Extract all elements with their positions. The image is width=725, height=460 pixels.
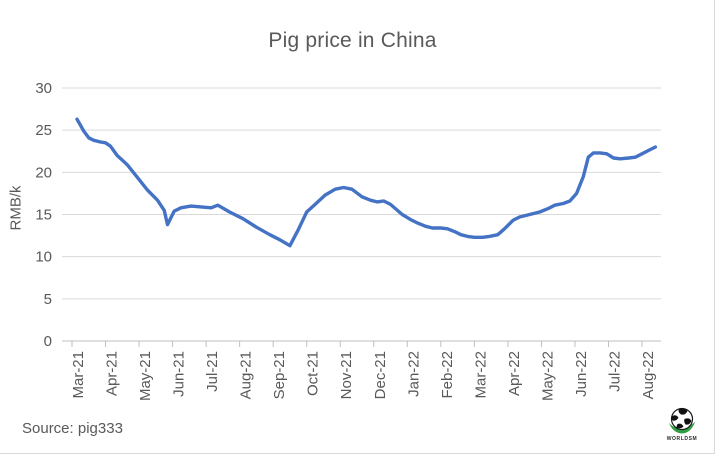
- y-tick-label: 25: [35, 122, 52, 139]
- y-tick-label: 30: [35, 80, 52, 97]
- globe-icon: [669, 407, 695, 434]
- x-tick-label: Jan-22: [405, 351, 422, 397]
- x-tick-label: Aug-22: [640, 351, 657, 399]
- x-tick-label: Jul-22: [606, 351, 623, 392]
- x-tick-label: Apr-22: [506, 351, 523, 396]
- x-tick-label: Oct-21: [305, 351, 322, 396]
- x-tick-label: Sep-21: [271, 351, 288, 399]
- logo-text: WORLDSM: [666, 436, 698, 442]
- x-tick-label: May-21: [137, 351, 154, 401]
- x-tick-label: Feb-22: [439, 351, 456, 399]
- y-tick-label: 0: [44, 333, 52, 350]
- y-tick-label: 5: [44, 291, 52, 308]
- source-caption: Source: pig333: [22, 420, 123, 437]
- y-tick-label: 20: [35, 164, 52, 181]
- x-tick-label: Dec-21: [372, 351, 389, 399]
- chart-title: Pig price in China: [268, 29, 437, 52]
- price-line: [75, 117, 658, 248]
- x-tick-label: Jul-21: [204, 351, 221, 392]
- x-tick-label: Mar-22: [472, 351, 489, 399]
- y-tick-label: 10: [35, 249, 52, 266]
- x-tick-label: May-22: [539, 351, 556, 401]
- x-tick-label: Mar-21: [70, 351, 87, 399]
- frame-border-bottom: [0, 453, 715, 454]
- publisher-logo: WORLDSM: [656, 404, 708, 442]
- frame-border-right: [714, 0, 715, 454]
- x-tick-label: Nov-21: [338, 351, 355, 399]
- x-tick-label: Jun-21: [171, 351, 188, 397]
- y-tick-label: 15: [35, 207, 52, 224]
- x-tick-label: Jun-22: [573, 351, 590, 397]
- x-tick-label: Apr-21: [104, 351, 121, 396]
- x-tick-label: Aug-21: [238, 351, 255, 399]
